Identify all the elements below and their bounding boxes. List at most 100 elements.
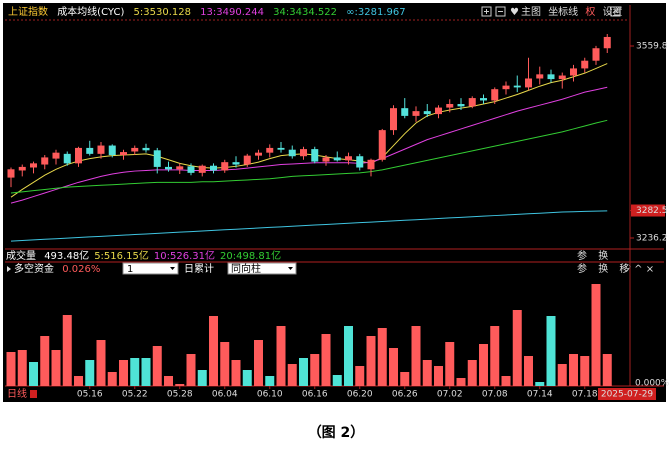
fund-bar <box>254 340 263 386</box>
fund-bar <box>119 360 128 386</box>
header: 上证指数 成本均线(CYC) 5:3530.128 13:3490.244 34… <box>8 5 406 18</box>
candle-body <box>378 130 386 160</box>
candle-body <box>221 162 229 171</box>
caption: （图 2） <box>308 425 365 441</box>
fund-bar <box>107 372 117 386</box>
candle-body <box>457 104 465 107</box>
fund-bar <box>186 354 196 386</box>
candle-body <box>243 155 251 165</box>
fund-bar <box>591 284 601 386</box>
favorite-icon[interactable]: ♥ <box>510 7 519 18</box>
candle-body <box>446 104 454 108</box>
fund-bar <box>479 344 488 386</box>
x-tick-label: 07.18 <box>572 390 598 400</box>
fund-bar <box>17 350 27 386</box>
zoom-in-icon[interactable] <box>481 6 492 17</box>
fund-bar <box>141 358 151 386</box>
fund-bar <box>501 376 511 386</box>
candle-body <box>266 147 274 153</box>
x-tick-label: 05.16 <box>77 390 103 400</box>
candle-body <box>592 48 600 61</box>
fund-bar <box>209 316 218 386</box>
candle-body <box>345 156 352 161</box>
pane-button[interactable]: 参 <box>577 262 587 275</box>
legend-entry: 5:3530.128 <box>134 7 191 18</box>
candle-body <box>86 147 94 154</box>
indicator-value: 0.026% <box>62 264 100 275</box>
pane-button[interactable]: 换 <box>598 262 608 275</box>
pane-button[interactable]: 移 <box>619 262 629 275</box>
fund-bar <box>580 356 590 386</box>
fund-bar <box>287 364 297 386</box>
candle-body <box>131 147 139 152</box>
fund-bar <box>569 354 578 386</box>
pane-button[interactable]: 换 <box>598 249 608 262</box>
fund-bar <box>400 372 410 386</box>
candle-body <box>30 163 37 168</box>
y-tick-label: 3282.5 <box>636 206 668 216</box>
zoom-out-icon[interactable] <box>495 6 506 17</box>
dropdown[interactable] <box>227 262 297 275</box>
candle-body <box>7 169 15 178</box>
fund-bar <box>344 326 353 386</box>
fund-bar <box>51 350 61 386</box>
candle-body <box>356 156 364 168</box>
x-tick-label: 05.28 <box>167 390 193 400</box>
cyc-line <box>10 210 608 242</box>
y-tick-label: 0.000% <box>635 379 669 389</box>
collapse-icon[interactable] <box>610 6 621 17</box>
toolbar-button[interactable]: 主图 <box>521 6 541 18</box>
fund-bar <box>62 315 72 386</box>
dropdown-arrow <box>288 267 293 270</box>
fund-bar <box>602 354 612 386</box>
fund-bar <box>310 354 320 386</box>
candle-body <box>210 165 217 171</box>
fund-bar <box>557 364 567 386</box>
fund-bar <box>175 384 185 386</box>
expand-icon[interactable] <box>7 266 11 272</box>
toolbar-button[interactable]: 权 <box>585 5 595 18</box>
candle-body <box>423 111 431 115</box>
candle-body <box>547 74 555 80</box>
x-tick-label: 06.20 <box>347 390 373 400</box>
legend-entry: 13:3490.244 <box>200 7 264 18</box>
candle-body <box>536 74 544 79</box>
fund-bar <box>29 362 38 386</box>
cyc-line <box>10 119 608 194</box>
dropdown-value: 1 <box>127 264 133 275</box>
candle-body <box>255 152 262 156</box>
fund-bar <box>524 356 533 386</box>
fund-bar <box>299 358 308 386</box>
x-tick-label: 06.26 <box>392 390 418 400</box>
candle-body <box>176 166 184 170</box>
fund-bar <box>74 376 83 386</box>
candle-body <box>412 111 420 116</box>
fund-bar <box>332 375 342 386</box>
pane-button[interactable]: 参 <box>577 249 587 262</box>
toolbar-button[interactable]: 坐标线 <box>548 5 578 18</box>
collapse-icon <box>612 9 619 14</box>
indicator-buttons: 参 换 移 <box>577 262 629 275</box>
x-tick-label: 06.16 <box>302 390 328 400</box>
pane-icons[interactable]: ♡ ^ × <box>622 264 654 275</box>
cursor-date-box <box>598 388 656 400</box>
cyc-line <box>10 63 608 198</box>
dropdown[interactable] <box>122 262 179 275</box>
volume-item: 5:516.15亿 <box>94 249 149 262</box>
x-tick-label: 06.04 <box>212 390 238 400</box>
period-icon[interactable] <box>30 390 37 398</box>
fund-bar <box>152 346 162 386</box>
dropdown-arrow <box>170 267 175 270</box>
toolbar-button[interactable]: 设置 <box>603 6 623 18</box>
fund-bar <box>422 360 432 386</box>
accumulate-label: 日累计 <box>184 262 214 275</box>
candle-body <box>525 78 532 88</box>
volume-buttons: 参 换 <box>577 249 608 262</box>
candle-body <box>435 107 442 115</box>
y-tick-label: 3236.2 <box>636 233 668 243</box>
candle-body <box>558 75 566 80</box>
candle-body <box>232 162 240 165</box>
fund-bar <box>467 360 477 386</box>
cyc-line <box>10 86 608 204</box>
